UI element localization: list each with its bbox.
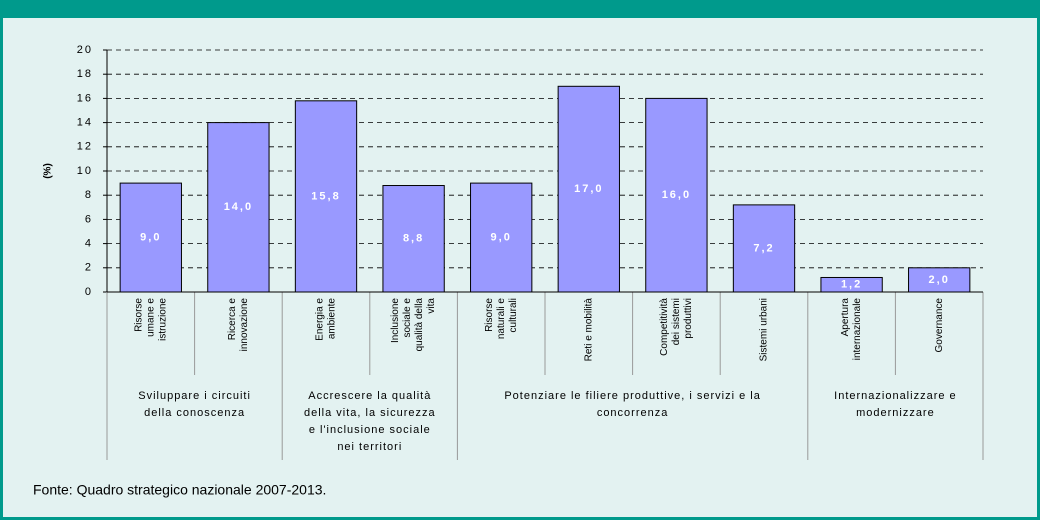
x-tick-label: sociale e [402,298,413,338]
bar [557,85,620,293]
x-tick-label: Ricerca e [227,298,238,341]
x-tick-label: qualità della [414,298,425,352]
y-tick-label: 8 [85,189,93,201]
group-label: e l'inclusione sociale [309,424,431,436]
data-label: 1,2 [841,279,862,291]
bar [645,97,708,293]
y-tick-label: 6 [85,213,93,225]
x-tick-label: umane e [145,298,156,337]
x-tick-label: Governance [934,298,945,353]
x-tick-label: naturali e [496,298,507,340]
x-tick-label: istruzione [157,298,168,341]
y-tick-label: 0 [85,286,93,298]
bar [294,100,358,293]
x-tick-label: Energia e [315,298,326,341]
x-tick-label: Apertura [840,298,851,337]
data-label: 7,2 [753,242,774,254]
data-label: 2,0 [929,274,950,286]
x-tick-label: Risorse [484,298,495,332]
y-tick-label: 20 [77,44,93,56]
y-tick-label: 16 [77,92,93,104]
group-label: Internazionalizzare e [834,390,957,402]
data-label: 16,0 [662,189,691,201]
x-tick-label: ambiente [327,298,338,340]
y-tick-label: 14 [77,117,93,129]
data-label: 9,0 [491,231,512,243]
bar [119,182,182,293]
bar [820,276,883,293]
y-axis-label: (%) [43,163,54,179]
x-tick-label: Risorse [133,298,144,332]
x-tick-label: vita [426,298,437,314]
data-label: 17,0 [574,183,603,195]
y-tick-label: 18 [77,68,93,80]
group-label: Accrescere la qualità [308,390,431,402]
data-label: 9,0 [140,231,161,243]
bar [908,267,971,293]
x-tick-label: dei sistemi [671,298,682,345]
data-label: 15,8 [311,190,340,202]
bar [382,185,445,293]
x-tick-label: Reti e mobilità [583,298,594,362]
y-tick-label: 10 [77,165,93,177]
group-label: della conoscenza [144,407,245,419]
y-tick-label: 4 [85,238,93,250]
group-label: modernizzare [856,407,935,419]
bar [207,122,270,293]
y-tick-label: 2 [85,262,93,274]
bar [732,204,796,293]
group-label: concorrenza [597,407,669,419]
bar [470,182,533,293]
x-tick-label: Competitività [659,298,670,356]
x-tick-label: innovazione [239,298,250,352]
x-tick-label: produttivi [683,298,694,339]
x-tick-label: culturali [508,298,519,332]
group-label: nei territori [337,441,402,453]
x-tick-label: internazionale [852,298,863,361]
source: Fonte: Quadro strategico nazionale 2007-… [33,482,326,498]
group-label: della vita, la sicurezza [304,407,436,419]
data-label: 8,8 [403,233,424,245]
x-tick-label: Inclusione [390,298,401,343]
group-label: Sviluppare i circuiti [138,390,251,402]
y-tick-label: 12 [77,141,93,153]
data-label: 14,0 [224,201,253,213]
x-tick-label: Sistemi urbani [759,298,770,361]
group-label: Potenziare le filiere produttive, i serv… [504,390,760,402]
